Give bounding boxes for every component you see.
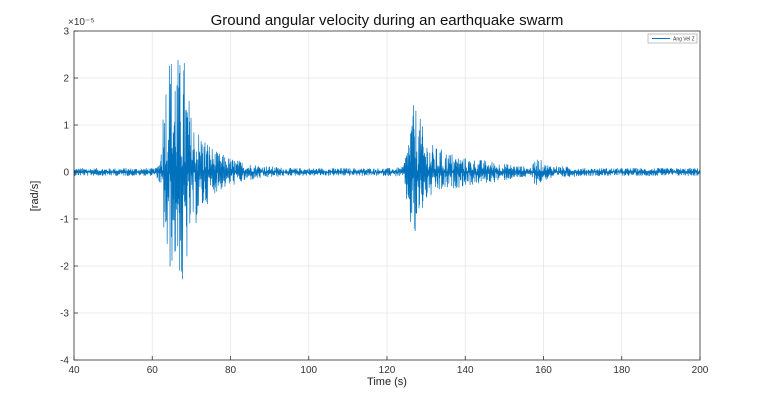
x-tick-label: 100: [300, 365, 317, 376]
x-tick-label: 200: [692, 365, 709, 376]
x-tick-label: 80: [225, 365, 237, 376]
y-tick-label: 2: [63, 74, 69, 85]
y-axis-multiplier: ×10⁻⁵: [68, 17, 94, 28]
series-line-ang-vel-z: [73, 59, 701, 280]
y-tick-label: -1: [60, 215, 69, 226]
x-tick-label: 140: [457, 365, 474, 376]
x-tick-label: 60: [147, 365, 159, 376]
y-tick-label: 0: [63, 168, 69, 179]
x-tick-label: 40: [68, 365, 80, 376]
y-axis-label: [rad/s]: [29, 181, 41, 212]
x-tick-label: 120: [379, 365, 396, 376]
y-tick-label: -2: [60, 262, 69, 273]
chart-title: Ground angular velocity during an earthq…: [211, 12, 564, 29]
y-tick-label: 1: [63, 121, 69, 132]
legend-box: [647, 33, 698, 44]
y-tick-label: 3: [63, 27, 69, 38]
x-tick-label: 180: [613, 365, 630, 376]
plot-area: [73, 59, 701, 280]
x-tick-label: 160: [535, 365, 552, 376]
legend-label: Ang Vel Z: [673, 37, 695, 43]
axes: 40 60 80 100 120 140 160 180 200 -4 -3 -2 -1 0 1 2 3: [60, 27, 709, 377]
y-tick-label: -4: [60, 356, 69, 367]
legend: Ang Vel Z: [647, 33, 698, 44]
x-axis-label: Time (s): [367, 376, 407, 388]
y-tick-label: -3: [60, 309, 69, 320]
